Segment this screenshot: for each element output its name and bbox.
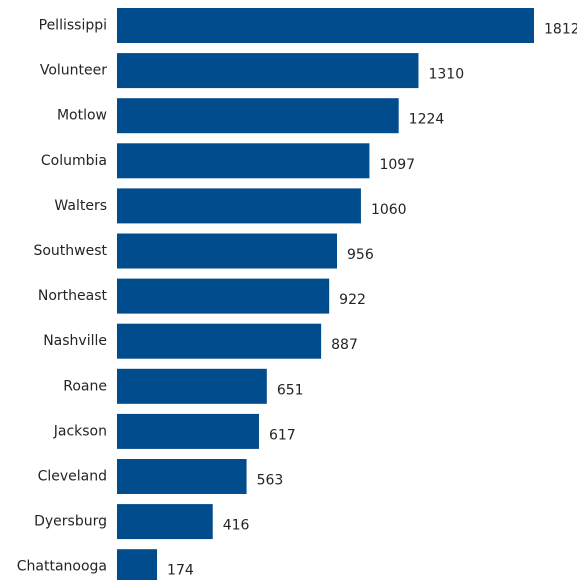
data-label-southwest: 956	[347, 247, 374, 263]
bar-southwest[interactable]	[117, 233, 338, 269]
category-label-pellissippi: Pellissippi	[39, 18, 107, 34]
bar-chattanooga[interactable]	[117, 549, 158, 580]
bar-dyersburg[interactable]	[117, 504, 213, 540]
data-label-roane: 651	[277, 382, 304, 398]
category-label-motlow: Motlow	[57, 108, 107, 124]
data-labels: 1812 1310 1224 1097 1060 956 922 887 651 617 563 41…	[167, 22, 577, 579]
category-label-walters: Walters	[54, 198, 107, 214]
bars	[117, 8, 534, 580]
category-label-columbia: Columbia	[41, 153, 107, 169]
category-axis: Pellissippi Volunteer Motlow Columbia Walter…	[17, 18, 108, 575]
data-label-walters: 1060	[371, 202, 407, 218]
bar-cleveland[interactable]	[117, 459, 247, 494]
category-label-northeast: Northeast	[38, 288, 108, 304]
data-label-northeast: 922	[339, 292, 366, 308]
bar-volunteer[interactable]	[117, 53, 419, 89]
data-label-pellissippi: 1812	[544, 22, 577, 38]
bar-roane[interactable]	[117, 368, 267, 404]
bar-northeast[interactable]	[117, 278, 330, 314]
bar-columbia[interactable]	[117, 143, 370, 179]
data-label-dyersburg: 416	[223, 518, 250, 534]
data-label-columbia: 1097	[379, 157, 415, 173]
category-label-volunteer: Volunteer	[40, 63, 107, 79]
data-label-nashville: 887	[331, 337, 358, 353]
bar-motlow[interactable]	[117, 98, 399, 134]
category-label-dyersburg: Dyersburg	[34, 514, 107, 530]
category-label-cleveland: Cleveland	[38, 469, 107, 485]
data-label-volunteer: 1310	[428, 67, 464, 83]
bar-jackson[interactable]	[117, 413, 259, 449]
category-label-roane: Roane	[63, 378, 107, 394]
data-label-motlow: 1224	[409, 112, 445, 128]
category-label-chattanooga: Chattanooga	[17, 559, 107, 575]
data-label-chattanooga: 174	[167, 563, 194, 579]
data-label-jackson: 617	[269, 427, 296, 443]
bar-pellissippi[interactable]	[117, 8, 534, 43]
bar-nashville[interactable]	[117, 323, 322, 359]
data-label-cleveland: 563	[257, 473, 284, 489]
category-label-jackson: Jackson	[53, 423, 107, 439]
bar-walters[interactable]	[117, 188, 361, 224]
category-label-nashville: Nashville	[43, 333, 107, 349]
category-label-southwest: Southwest	[33, 243, 107, 259]
